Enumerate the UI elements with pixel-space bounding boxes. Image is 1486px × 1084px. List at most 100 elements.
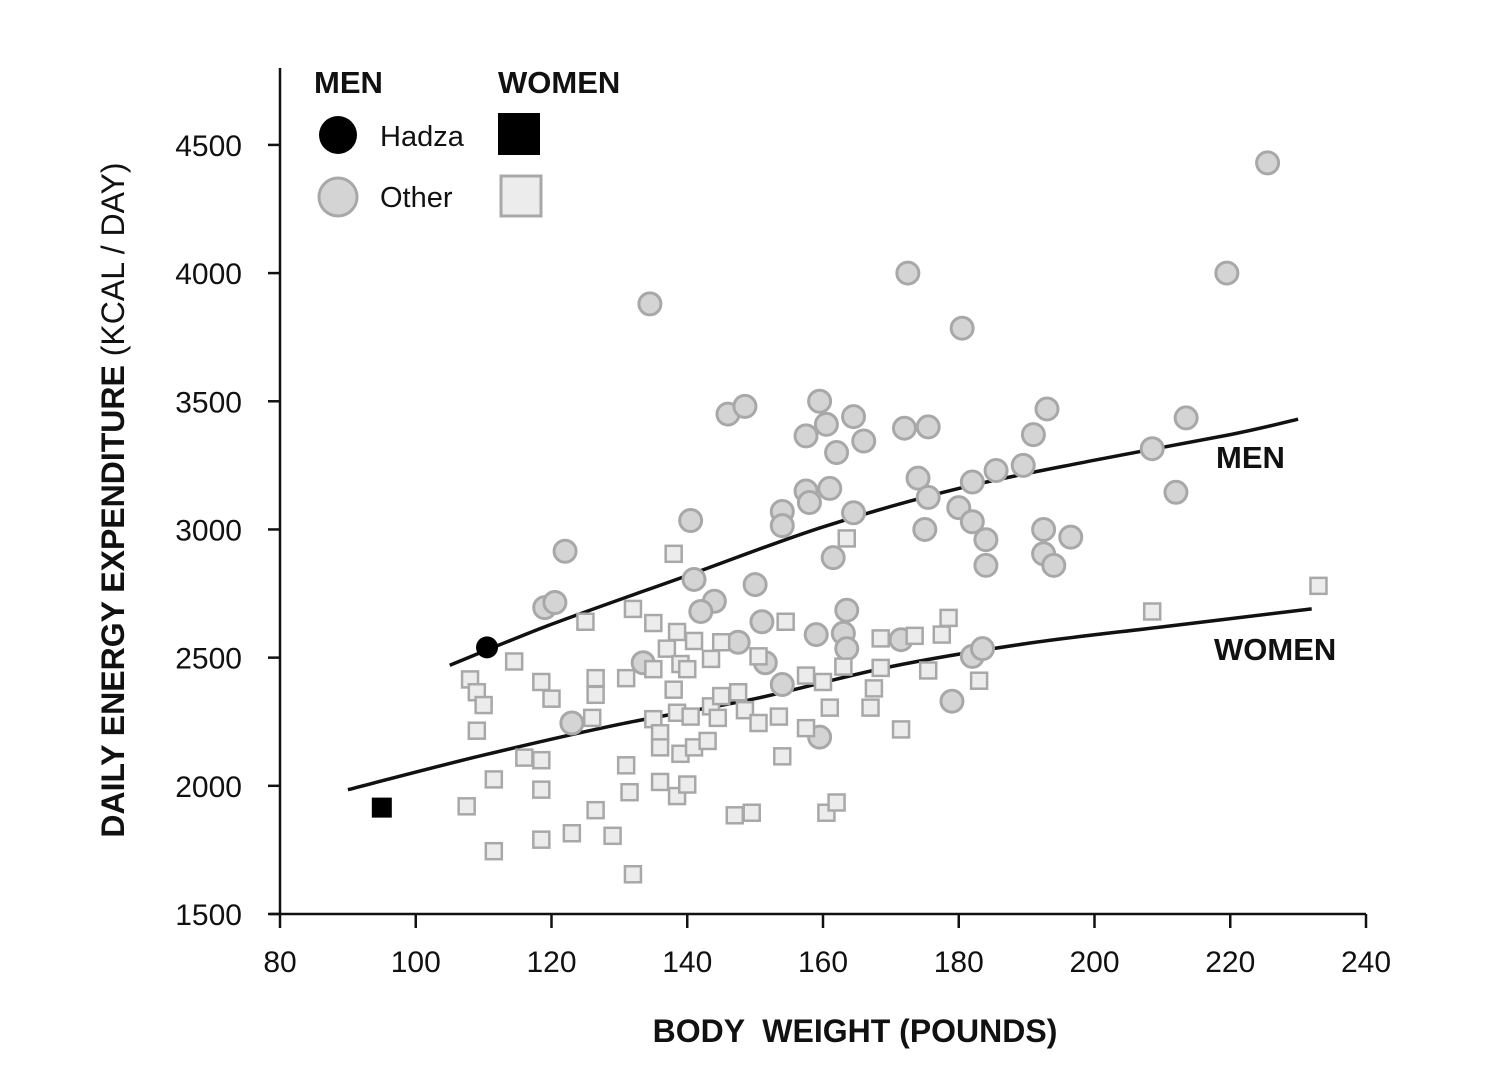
x-tick-label: 100 — [391, 946, 441, 979]
women-other-point — [698, 731, 717, 751]
x-tick-label: 140 — [662, 946, 712, 979]
women-other-point — [735, 700, 755, 720]
y-tick-label: 2000 — [175, 771, 242, 804]
women-other-point — [576, 612, 595, 631]
women-other-point — [905, 626, 924, 646]
women-other-point — [532, 672, 551, 692]
legend-women-heading: WOMEN — [498, 65, 620, 100]
men-other-point — [949, 315, 975, 341]
men-other-point — [915, 484, 941, 510]
women-other-point — [678, 775, 697, 794]
women-other-point — [650, 738, 670, 757]
men-other-point — [834, 636, 860, 662]
men-other-point — [970, 636, 996, 662]
women-other-point — [891, 720, 911, 739]
men-other-point — [912, 516, 938, 542]
women-other-point — [796, 666, 816, 685]
y-tick-label: 3500 — [175, 386, 242, 419]
legend-other-label: Other — [380, 182, 453, 214]
men-other-point — [552, 538, 578, 564]
men-other-point — [895, 260, 921, 286]
women-other-point — [623, 599, 643, 619]
women-other-point — [532, 830, 551, 849]
women-other-point — [813, 672, 833, 692]
y-tick-label: 4000 — [175, 258, 242, 291]
women-other-point — [542, 689, 561, 708]
women-other-point — [532, 780, 551, 799]
men-other-point — [1041, 552, 1067, 578]
men-other-point — [796, 490, 822, 516]
men-fit-curve — [449, 417, 1299, 667]
women-other-point — [684, 631, 704, 651]
women-other-point — [650, 772, 670, 792]
men-other-point — [793, 423, 819, 449]
women-other-point — [939, 608, 958, 628]
x-tick-label: 160 — [798, 946, 848, 979]
men-other-point — [817, 475, 843, 501]
women-other-point — [664, 680, 683, 699]
men-other-point — [891, 415, 917, 441]
women-other-point — [457, 797, 476, 816]
men-other-point — [725, 629, 751, 655]
legend-hadza-men-marker — [319, 116, 357, 154]
women-other-point — [749, 713, 768, 733]
x-tick-label: 220 — [1205, 946, 1255, 979]
y-axis-title-bold: DAILY ENERGY EXPENDITURE — [95, 365, 131, 837]
women-other-point — [467, 721, 487, 740]
legend-other-women-marker — [499, 174, 543, 218]
men-other-point — [742, 572, 768, 598]
women-other-point — [827, 793, 846, 812]
women-other-point — [504, 652, 524, 671]
women-other-point — [1309, 576, 1328, 596]
women-other-point — [623, 865, 643, 884]
men-other-point — [851, 428, 877, 454]
women-other-point — [1142, 602, 1162, 621]
women-other-point — [644, 613, 663, 633]
women-other-point — [796, 718, 816, 738]
women-other-point — [586, 685, 605, 705]
women-other-point — [667, 622, 687, 642]
women-other-point — [725, 806, 745, 825]
men-other-point — [637, 291, 663, 317]
legend: MEN WOMEN Hadza Other — [314, 65, 620, 218]
women-other-point — [616, 668, 636, 688]
women-other-point — [515, 748, 534, 767]
women-other-point — [657, 639, 677, 658]
men-other-point — [769, 672, 795, 698]
women-other-point — [871, 629, 890, 648]
x-tick-label: 240 — [1341, 946, 1391, 979]
women-other-point — [562, 823, 582, 843]
women-other-point — [701, 649, 721, 669]
women-other-point — [918, 661, 938, 680]
men-other-point — [542, 590, 568, 616]
men-other-point — [559, 710, 585, 736]
men-other-point — [1214, 260, 1240, 286]
men-other-point — [678, 507, 704, 533]
women-other-point — [586, 668, 605, 688]
women-other-point — [708, 708, 728, 728]
women-other-point — [620, 782, 639, 802]
women-other-point — [616, 756, 636, 775]
men-other-point — [1020, 422, 1046, 448]
men-other-point — [732, 393, 758, 419]
men-other-point — [1031, 516, 1057, 542]
women-other-point — [644, 659, 663, 679]
women-other-point — [728, 682, 748, 702]
legend-men-heading: MEN — [314, 65, 383, 100]
men-other-point — [915, 414, 941, 440]
women-other-point — [773, 747, 792, 766]
men-other-point — [749, 609, 775, 635]
women-other-point — [603, 826, 622, 846]
men-other-point — [1139, 436, 1165, 462]
men-other-point — [973, 527, 999, 553]
women-other-point — [484, 770, 504, 789]
men-other-point — [688, 598, 714, 624]
men-other-point — [1034, 396, 1060, 422]
women-other-point — [864, 679, 884, 698]
women-hadza-point — [371, 797, 392, 818]
men-other-point — [681, 566, 707, 592]
men-other-point — [959, 469, 985, 495]
women-other-point — [932, 625, 952, 644]
men-other-point — [1173, 405, 1199, 431]
